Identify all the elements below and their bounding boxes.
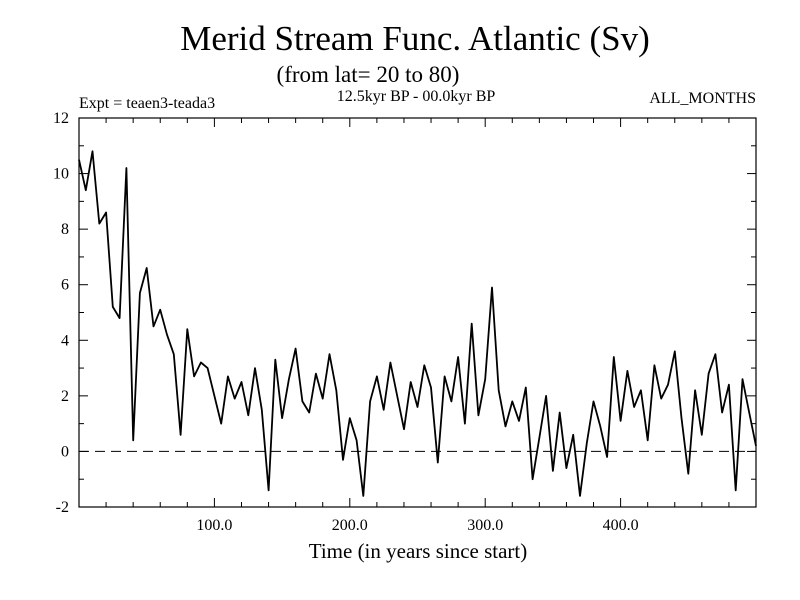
x-tick-label: 300.0 [467, 517, 503, 534]
chart-title: Merid Stream Func. Atlantic (Sv) [180, 19, 650, 58]
y-tick-label: 6 [61, 277, 69, 294]
x-tick-label: 100.0 [196, 517, 232, 534]
x-tick-label: 200.0 [332, 517, 368, 534]
months-label: ALL_MONTHS [649, 90, 756, 107]
y-tick-label: 2 [61, 388, 69, 405]
chart-subtitle: (from lat= 20 to 80) [277, 62, 460, 87]
x-axis-label: Time (in years since start) [309, 539, 528, 563]
y-tick-label: 12 [53, 110, 69, 127]
y-ticks: -2 0 2 4 6 8 10 12 [53, 110, 756, 516]
experiment-label: Expt = teaen3-teada3 [79, 95, 215, 112]
period-label: 12.5kyr BP - 00.0kyr BP [337, 88, 496, 105]
y-tick-label: -2 [56, 499, 69, 516]
msf-series-line [78, 150, 757, 497]
y-tick-label: 4 [61, 332, 69, 349]
x-tick-label: 400.0 [603, 517, 639, 534]
y-tick-label: 10 [53, 166, 69, 183]
y-tick-label: 8 [61, 221, 69, 238]
x-ticks: 100.0 200.0 300.0 400.0 [105, 118, 730, 534]
plot-frame [78, 117, 757, 508]
y-tick-label: 0 [61, 443, 69, 460]
